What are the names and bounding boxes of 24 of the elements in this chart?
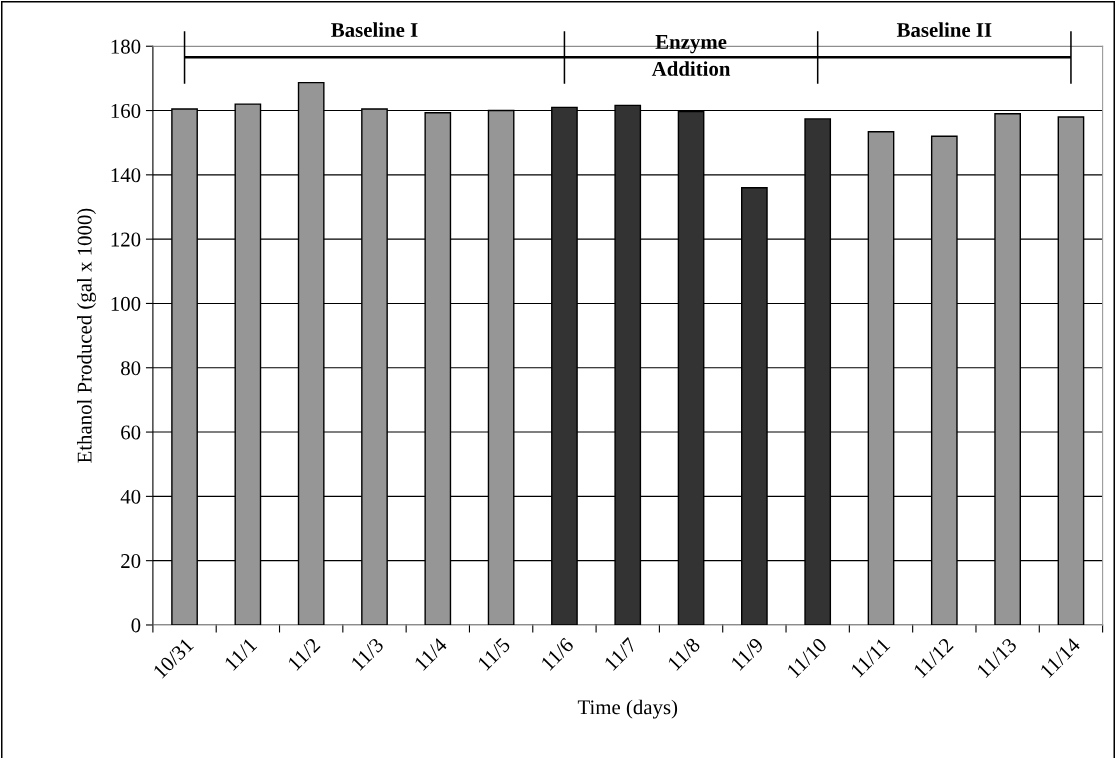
y-tick-label: 100 <box>111 296 141 311</box>
y-tick-label: 20 <box>121 554 141 569</box>
x-tick-label: 11/1 <box>224 637 258 671</box>
x-tick-label: 11/6 <box>540 636 575 671</box>
y-tick-label: 60 <box>121 425 141 440</box>
y-tick-label: 140 <box>111 168 141 183</box>
x-tick-label: 11/4 <box>413 636 448 671</box>
x-tick-label: 11/8 <box>667 637 701 671</box>
y-tick-label: 40 <box>120 489 141 504</box>
x-tick-label: 11/2 <box>287 637 321 671</box>
x-tick-label: 11/3 <box>350 637 385 671</box>
text: Baseline I <box>331 22 418 37</box>
y-tick-label: 180 <box>111 39 141 54</box>
y-tick-label: 120 <box>111 232 141 247</box>
y-tick-label: 0 <box>131 618 141 633</box>
x-tick-label: 11/9 <box>730 637 765 671</box>
x-tick-label: 11/7 <box>603 637 638 671</box>
x-axis-title: Time (days) <box>577 699 678 719</box>
y-tick-label: 160 <box>111 103 141 118</box>
text: Baseline II <box>896 22 992 37</box>
x-tick-label: 11/5 <box>477 637 511 671</box>
annotation: Enzyme Addition <box>651 35 731 76</box>
y-tick-label: 80 <box>121 361 141 376</box>
y-axis-title: Ethanol Produced (gal x 1000) <box>77 208 96 463</box>
